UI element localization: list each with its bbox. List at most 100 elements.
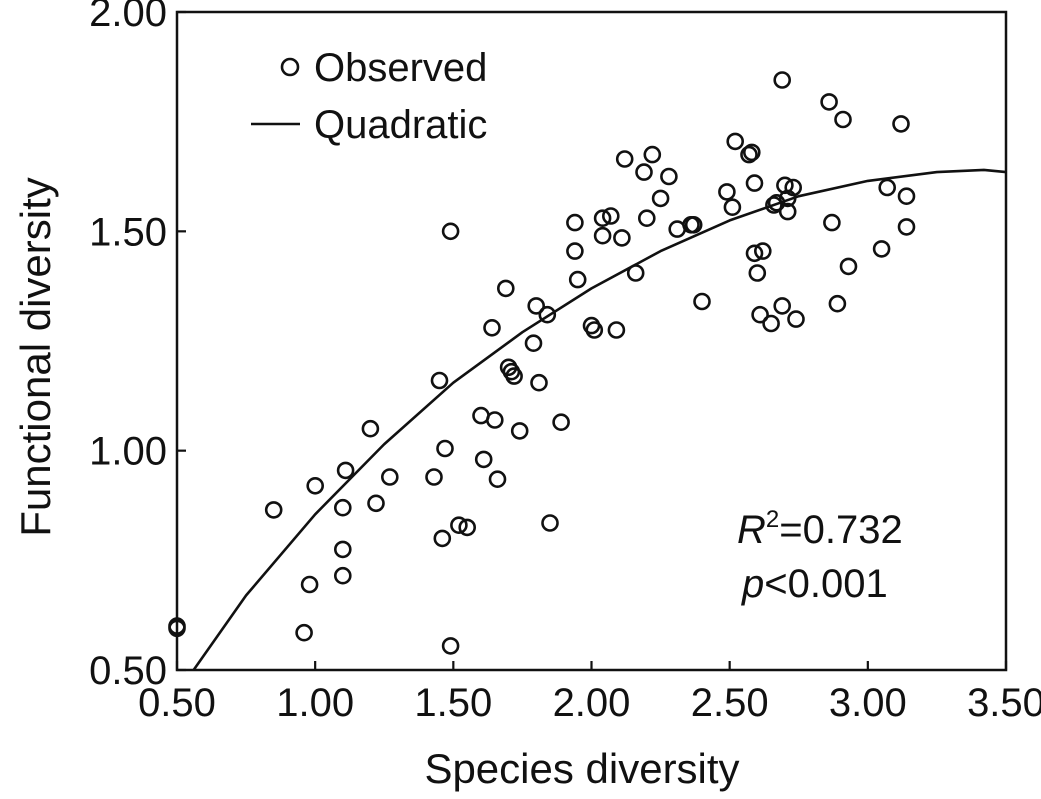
observed-point <box>745 174 764 192</box>
observed-point <box>660 167 678 186</box>
observed-point <box>333 566 352 585</box>
observed-point <box>538 305 557 324</box>
observed-point <box>615 150 634 168</box>
x-axis-title: Species diversity <box>424 745 739 792</box>
observed-point <box>441 637 460 655</box>
observed-point <box>295 623 313 642</box>
observed-point <box>626 264 645 282</box>
observed-point <box>787 310 805 328</box>
observed-point <box>742 143 761 162</box>
observed-point <box>765 196 783 214</box>
observed-point <box>872 240 891 258</box>
observed-point <box>593 226 612 245</box>
observed-point <box>336 461 355 480</box>
observed-point <box>740 145 758 164</box>
p-value: <0.001 <box>764 562 887 606</box>
observed-point <box>635 163 653 181</box>
fit-statistics: R2=0.732 p<0.001 <box>737 506 903 606</box>
observed-point <box>748 264 767 282</box>
observed-point <box>726 132 745 151</box>
observed-point <box>820 93 838 111</box>
y-tick-label: 2.00 <box>89 0 167 35</box>
observed-point <box>778 202 797 221</box>
observed-point <box>541 514 559 532</box>
observed-point <box>637 209 656 227</box>
r-superscript: 2 <box>766 506 779 533</box>
observed-point <box>458 518 477 537</box>
observed-point <box>450 516 468 535</box>
x-tick-label: 2.00 <box>553 681 631 725</box>
observed-point <box>601 207 620 225</box>
r-squared-annotation: R2=0.732 <box>737 506 903 552</box>
x-tick-label: 1.00 <box>276 681 354 725</box>
observed-point <box>878 178 897 197</box>
observed-point <box>607 321 626 339</box>
observed-point <box>745 244 764 263</box>
x-tick-label: 1.50 <box>414 681 492 725</box>
observed-point <box>643 145 662 164</box>
observed-point <box>367 494 385 513</box>
observed-point <box>510 422 529 440</box>
observed-point <box>613 229 631 247</box>
observed-point <box>753 242 772 260</box>
observed-point <box>684 216 703 234</box>
legend: Observed Quadratic <box>251 46 487 147</box>
observed-point <box>430 371 449 390</box>
observed-point <box>433 529 452 548</box>
observed-point <box>441 222 460 241</box>
observed-point <box>505 367 523 385</box>
observed-point <box>530 373 548 392</box>
quadratic-fit-layer <box>192 168 1007 671</box>
observed-point <box>568 270 587 289</box>
x-tick-label: 3.50 <box>967 681 1041 725</box>
observed-points-layer <box>168 71 916 655</box>
observed-point <box>436 439 454 458</box>
y-tick-label: 0.50 <box>89 649 167 693</box>
observed-point <box>823 213 841 232</box>
observed-point <box>333 498 352 517</box>
r-squared-value: =0.732 <box>779 508 902 552</box>
observed-point <box>425 468 443 486</box>
legend-observed-marker <box>280 57 300 77</box>
observed-point <box>488 470 507 489</box>
observed-point <box>767 194 786 212</box>
observed-point <box>773 297 792 315</box>
observed-point <box>527 297 546 315</box>
observed-point <box>474 450 493 469</box>
x-tick-label: 3.00 <box>829 681 907 725</box>
observed-point <box>168 619 186 638</box>
y-tick-label: 1.00 <box>89 430 167 474</box>
quadratic-fit-line <box>192 168 1007 671</box>
observed-point <box>300 575 319 594</box>
observed-point <box>723 198 742 216</box>
p-symbol: p <box>741 562 764 606</box>
observed-point <box>751 305 769 324</box>
y-tick-label: 1.50 <box>89 210 167 254</box>
x-tick-label: 2.50 <box>691 681 769 725</box>
observed-point <box>552 413 570 432</box>
observed-point <box>485 411 504 429</box>
observed-point <box>828 294 847 313</box>
legend-observed-label: Observed <box>314 46 487 90</box>
axes: 0.50 1.00 1.50 2.00 2.50 3.00 3.50 0.50 1.00 1.50… <box>89 0 1041 725</box>
observed-point <box>566 242 584 260</box>
observed-point <box>524 334 543 353</box>
observed-point <box>892 115 910 133</box>
y-axis-title: Functional diversity <box>12 177 59 536</box>
observed-point <box>585 321 604 339</box>
observed-point <box>264 501 283 519</box>
observed-point <box>839 257 858 276</box>
observed-point <box>784 178 803 197</box>
observed-point <box>651 189 670 208</box>
observed-point <box>773 71 792 89</box>
legend-quadratic-label: Quadratic <box>314 103 487 147</box>
observed-point <box>834 110 852 129</box>
observed-point <box>693 292 711 311</box>
observed-point <box>897 187 916 205</box>
x-tick-label: 0.50 <box>138 681 216 725</box>
observed-point <box>897 218 916 236</box>
observed-point <box>566 213 584 232</box>
observed-point <box>306 476 325 495</box>
r-symbol: R <box>737 508 766 552</box>
